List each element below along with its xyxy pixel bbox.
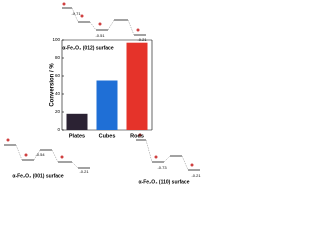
annotation: -0.21 xyxy=(191,173,201,178)
bar xyxy=(126,42,148,131)
annotation: α-Fe₂O₃ (110) surface xyxy=(139,179,190,185)
energy-diagram-right xyxy=(136,133,200,171)
x-tick-label: Plates xyxy=(69,133,85,139)
energy-diagram-left xyxy=(4,138,90,169)
annotation: α-Fe₂O₃ (001) surface xyxy=(12,173,63,179)
annotation: α-Fe₂O₃ (012) surface xyxy=(62,45,113,51)
annotation: -0.71 xyxy=(71,11,81,16)
x-tick-label: Rods xyxy=(130,133,144,139)
energy-diagram-top xyxy=(62,2,146,36)
y-axis-label: Conversion / % xyxy=(50,63,56,107)
bar xyxy=(96,80,118,130)
annotation: -0.21 xyxy=(79,169,89,174)
figure: Conversion / % 0 20 40 60 80 100 Plates Cubes Ro… xyxy=(4,2,201,185)
annotation: -0.54 xyxy=(35,152,45,157)
y-tick-label: 40 xyxy=(55,91,61,96)
annotation: -0.51 xyxy=(95,33,105,38)
x-tick-label: Cubes xyxy=(99,133,116,139)
bar xyxy=(66,113,88,130)
y-tick-label: 100 xyxy=(52,37,60,42)
y-tick-label: 0 xyxy=(57,127,60,132)
y-tick-label: 80 xyxy=(55,55,61,60)
y-tick-label: 20 xyxy=(55,109,61,114)
annotation: -0.21 xyxy=(137,37,147,42)
y-tick-label: 60 xyxy=(55,73,61,78)
annotation: -0.73 xyxy=(157,165,167,170)
